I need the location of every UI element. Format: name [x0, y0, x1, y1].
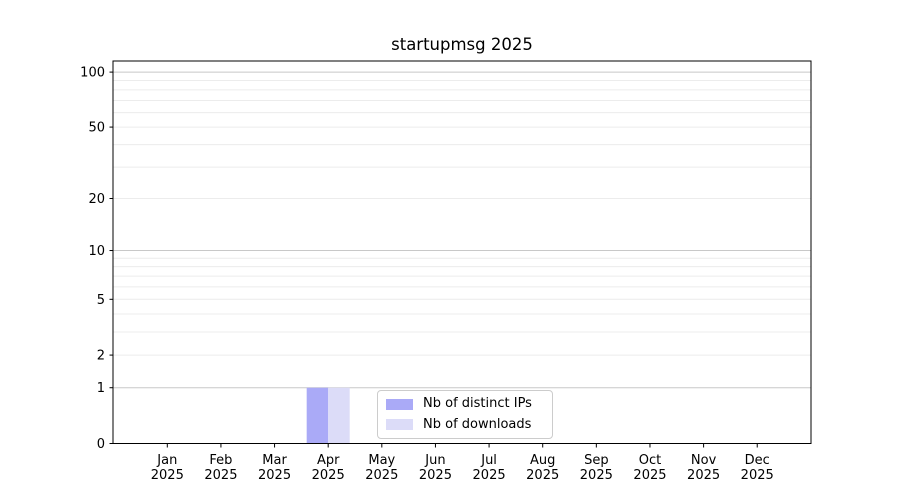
y-tick-label: 5	[97, 293, 105, 308]
y-tick-label: 10	[88, 244, 105, 259]
x-tick-label-month: Oct	[639, 453, 661, 468]
plot-border	[112, 60, 812, 444]
x-tick-label-month: Dec	[745, 453, 770, 468]
bar-downloads	[328, 387, 350, 444]
x-tick-label-month: Aug	[530, 453, 555, 468]
x-tick-label-year: 2025	[687, 468, 720, 483]
x-tick-label-month: Apr	[317, 453, 340, 468]
x-tick-label-year: 2025	[258, 468, 291, 483]
bar-distinct-ips	[306, 387, 329, 444]
x-tick-label-year: 2025	[365, 468, 398, 483]
x-tick-label-month: Feb	[209, 453, 232, 468]
y-tick-label: 50	[88, 121, 105, 136]
x-tick-label-year: 2025	[151, 468, 184, 483]
x-tick-label-month: Jul	[480, 453, 497, 468]
x-tick-label-month: Mar	[262, 453, 287, 468]
x-tick-label-month: May	[368, 453, 395, 468]
x-tick-label-year: 2025	[526, 468, 559, 483]
y-tick-label: 1	[97, 381, 105, 396]
x-tick-label-month: Jun	[424, 453, 445, 468]
legend-label-distinct-ips: Nb of distinct IPs	[423, 396, 532, 412]
x-tick-label-month: Sep	[584, 453, 609, 468]
x-tick-label-month: Jan	[156, 453, 177, 468]
legend-label-downloads: Nb of downloads	[423, 417, 532, 433]
chart-title: startupmsg 2025	[391, 35, 533, 54]
y-tick-label: 20	[88, 192, 105, 207]
x-tick-label-year: 2025	[580, 468, 613, 483]
legend: Nb of distinct IPs Nb of downloads	[377, 390, 553, 439]
legend-swatch-distinct-ips	[386, 398, 413, 410]
x-tick-label-year: 2025	[633, 468, 666, 483]
x-tick-label-year: 2025	[741, 468, 774, 483]
x-tick-label-year: 2025	[419, 468, 452, 483]
y-tick-label: 0	[97, 437, 105, 452]
x-tick-label-year: 2025	[312, 468, 345, 483]
x-tick-label-year: 2025	[473, 468, 506, 483]
y-tick-label: 2	[97, 349, 105, 364]
x-tick-label-year: 2025	[204, 468, 237, 483]
y-tick-label: 100	[80, 66, 105, 81]
legend-swatch-downloads	[386, 419, 413, 431]
legend-entry-downloads: Nb of downloads	[386, 417, 552, 433]
x-tick-label-month: Nov	[691, 453, 717, 468]
legend-entry-distinct-ips: Nb of distinct IPs	[386, 396, 552, 412]
